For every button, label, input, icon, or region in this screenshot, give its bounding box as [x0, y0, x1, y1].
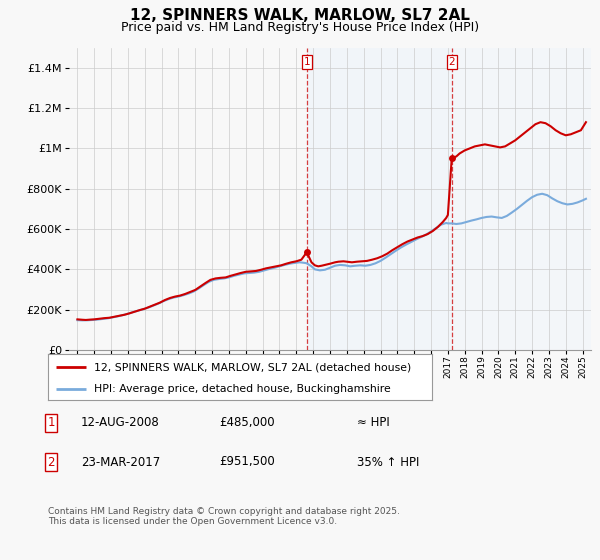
Text: 12-AUG-2008: 12-AUG-2008 — [81, 416, 160, 430]
Text: 35% ↑ HPI: 35% ↑ HPI — [357, 455, 419, 469]
Text: £951,500: £951,500 — [219, 455, 275, 469]
Text: 2: 2 — [47, 455, 55, 469]
Text: 1: 1 — [47, 416, 55, 430]
Text: 12, SPINNERS WALK, MARLOW, SL7 2AL: 12, SPINNERS WALK, MARLOW, SL7 2AL — [130, 8, 470, 24]
Text: 23-MAR-2017: 23-MAR-2017 — [81, 455, 160, 469]
Text: 1: 1 — [304, 57, 310, 67]
Text: £485,000: £485,000 — [219, 416, 275, 430]
Text: 12, SPINNERS WALK, MARLOW, SL7 2AL (detached house): 12, SPINNERS WALK, MARLOW, SL7 2AL (deta… — [94, 362, 412, 372]
Bar — [307, 48, 452, 350]
Text: ≈ HPI: ≈ HPI — [357, 416, 390, 430]
Text: HPI: Average price, detached house, Buckinghamshire: HPI: Average price, detached house, Buck… — [94, 384, 391, 394]
Text: 2: 2 — [448, 57, 455, 67]
Bar — [452, 48, 591, 350]
Text: Contains HM Land Registry data © Crown copyright and database right 2025.
This d: Contains HM Land Registry data © Crown c… — [48, 507, 400, 526]
Text: Price paid vs. HM Land Registry's House Price Index (HPI): Price paid vs. HM Land Registry's House … — [121, 21, 479, 34]
